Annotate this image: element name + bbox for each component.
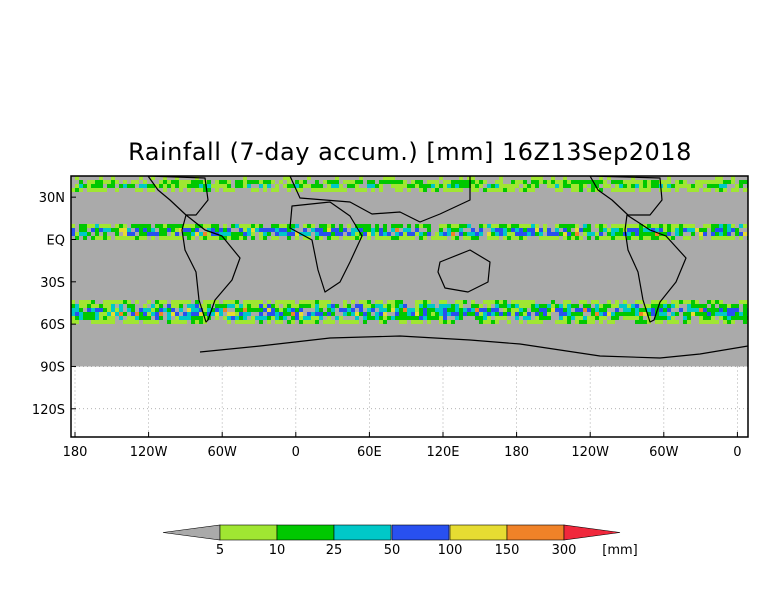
x-tick-label: 180 bbox=[504, 445, 529, 460]
x-tick-label: 120W bbox=[130, 445, 168, 460]
coastline-6 bbox=[589, 176, 663, 216]
coastline-3 bbox=[289, 176, 471, 223]
coastline-0 bbox=[181, 214, 241, 323]
grid-layer bbox=[71, 366, 748, 437]
coastline-1 bbox=[147, 176, 209, 216]
x-tick-label: 60W bbox=[207, 445, 237, 460]
y-tick-label: EQ bbox=[47, 233, 65, 248]
x-tick-label: 60E bbox=[357, 445, 382, 460]
coastline-2 bbox=[289, 201, 363, 293]
coastline-7 bbox=[199, 335, 748, 359]
axis-ticks: 180 120W 60W 0 60E 120E 180 120W 60W 0 30N EQ 30S 60S… bbox=[32, 191, 742, 460]
x-tick-label: 180 bbox=[63, 445, 88, 460]
y-tick-label: 30S bbox=[40, 276, 65, 291]
x-tick-label: 0 bbox=[292, 445, 300, 460]
coastline-5 bbox=[624, 214, 687, 323]
coastline-4 bbox=[437, 249, 491, 293]
x-tick-label: 120E bbox=[426, 445, 459, 460]
x-tick-label: 0 bbox=[733, 445, 741, 460]
map-layer bbox=[71, 176, 748, 367]
x-tick-label: 60W bbox=[649, 445, 679, 460]
chart-title: Rainfall (7-day accum.) [mm] 16Z13Sep201… bbox=[128, 138, 692, 166]
x-tick-label: 120W bbox=[571, 445, 609, 460]
y-tick-label: 30N bbox=[39, 191, 65, 206]
y-tick-label: 120S bbox=[32, 403, 65, 418]
plot-frame bbox=[70, 175, 749, 438]
y-tick-label: 60S bbox=[40, 318, 65, 333]
y-tick-label: 90S bbox=[40, 360, 65, 375]
